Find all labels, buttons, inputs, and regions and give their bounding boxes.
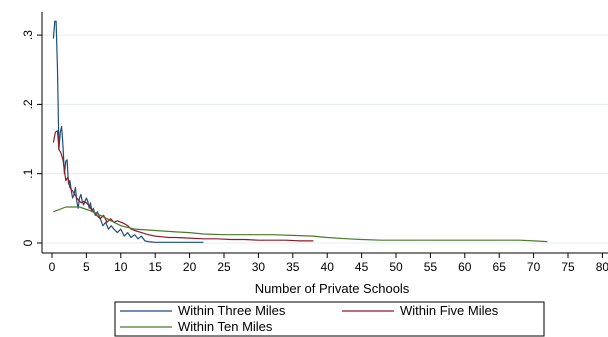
y-tick-label-0: 0 xyxy=(21,239,35,246)
x-tick-label-13: 65 xyxy=(493,260,507,274)
legend-label-1: Within Three Miles xyxy=(178,303,286,318)
series-line-2 xyxy=(52,130,314,242)
x-tick-label-8: 40 xyxy=(321,260,335,274)
x-tick-label-0: 0 xyxy=(49,260,56,274)
y-axis-ticks: 0 .1 .2 .3 xyxy=(21,30,42,246)
x-tick-label-6: 30 xyxy=(252,260,266,274)
x-tick-label-12: 60 xyxy=(458,260,472,274)
x-axis-ticks: 0 5 10 15 20 25 30 35 40 45 50 55 60 65 70 75 80 xyxy=(49,253,608,274)
x-tick-label-15: 75 xyxy=(561,260,575,274)
gridlines xyxy=(42,34,608,244)
series-line-3 xyxy=(53,206,548,243)
legend-box xyxy=(114,301,545,337)
x-tick-label-4: 20 xyxy=(183,260,197,274)
legend: Within Three Miles Within Five Miles Withi… xyxy=(114,301,545,337)
axes xyxy=(41,12,608,254)
series-lines xyxy=(52,20,548,243)
y-tick-label-1: .1 xyxy=(21,168,35,178)
legend-label-3: Within Ten Miles xyxy=(178,319,273,334)
x-tick-label-2: 10 xyxy=(114,260,128,274)
x-tick-label-5: 25 xyxy=(217,260,231,274)
x-tick-label-3: 15 xyxy=(149,260,163,274)
series-line-1 xyxy=(52,20,204,243)
x-tick-label-16: 80 xyxy=(596,260,608,274)
x-tick-label-14: 70 xyxy=(527,260,541,274)
y-tick-label-3: .3 xyxy=(21,30,35,40)
x-tick-label-10: 50 xyxy=(389,260,403,274)
y-tick-label-2: .2 xyxy=(21,99,35,109)
x-axis-title: Number of Private Schools xyxy=(255,281,410,296)
x-tick-label-7: 35 xyxy=(286,260,300,274)
x-tick-label-9: 45 xyxy=(355,260,369,274)
x-tick-label-1: 5 xyxy=(83,260,90,274)
legend-label-2: Within Five Miles xyxy=(400,303,499,318)
x-tick-label-11: 55 xyxy=(424,260,438,274)
